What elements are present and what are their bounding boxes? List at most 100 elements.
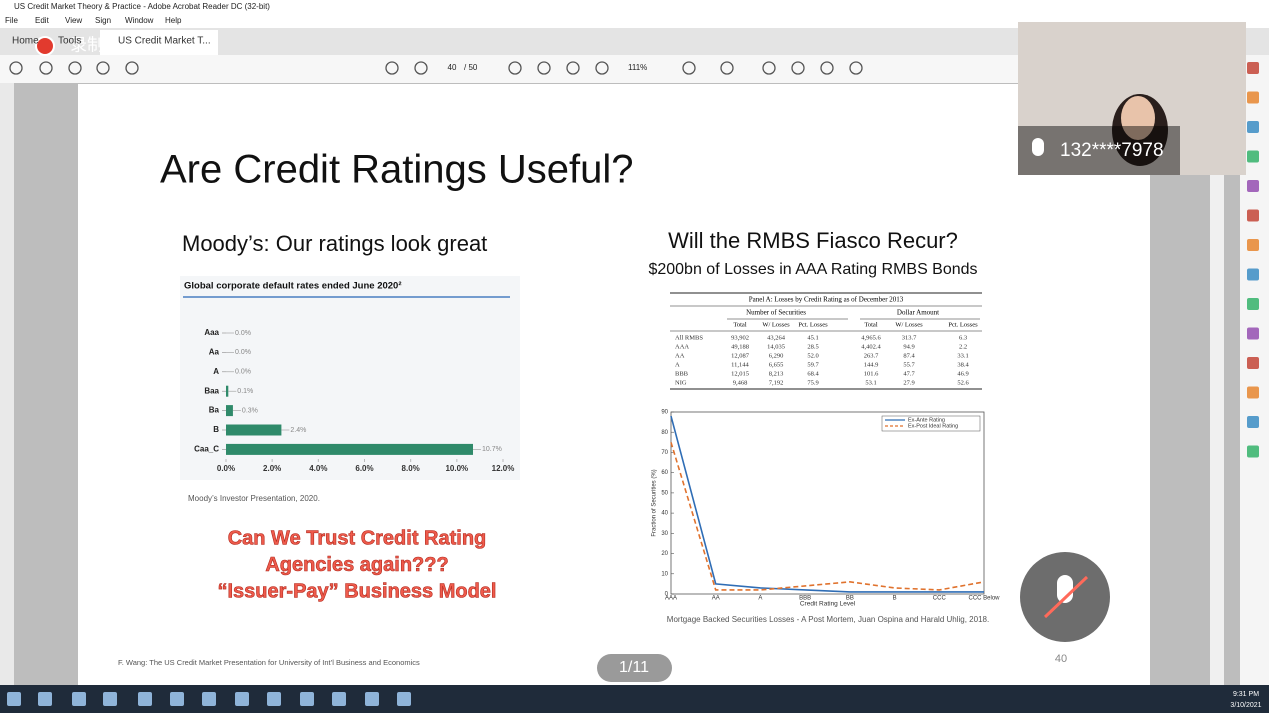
taskbar-icon[interactable] bbox=[235, 692, 249, 706]
sidebar-icon[interactable] bbox=[1247, 298, 1259, 310]
y-tick-label: 40 bbox=[661, 511, 668, 517]
table-cell: 75.9 bbox=[807, 379, 818, 386]
taskbar-icon[interactable] bbox=[332, 692, 346, 706]
toolbar-icon[interactable] bbox=[385, 61, 399, 75]
toolbar-icon[interactable] bbox=[125, 61, 139, 75]
taskbar-icon[interactable] bbox=[170, 692, 184, 706]
toolbar-icon[interactable] bbox=[820, 61, 834, 75]
menu-item[interactable]: File bbox=[5, 16, 18, 25]
slide-title: Are Credit Ratings Useful? bbox=[160, 148, 634, 192]
menu-item[interactable]: View bbox=[65, 16, 82, 25]
sidebar-icon[interactable] bbox=[1247, 416, 1259, 428]
callout-line: Agencies again??? bbox=[265, 554, 448, 576]
tab[interactable]: US Credit Market T... bbox=[118, 36, 211, 47]
sidebar-icon[interactable] bbox=[1247, 386, 1259, 399]
taskbar-icon[interactable] bbox=[103, 692, 117, 706]
taskbar-icon[interactable] bbox=[138, 692, 152, 706]
toolbar-icon[interactable] bbox=[762, 61, 776, 75]
table-cell: 4,402.4 bbox=[861, 343, 881, 350]
bar-category: Baa bbox=[204, 386, 219, 395]
table-column: Total bbox=[864, 321, 877, 328]
scrollbar[interactable] bbox=[1210, 83, 1224, 685]
toolbar-icon[interactable] bbox=[791, 61, 805, 75]
table-cell: 12,087 bbox=[731, 352, 750, 359]
x-tick-label: 2.0% bbox=[263, 464, 281, 473]
toolbar-icon[interactable] bbox=[96, 61, 110, 75]
table-cell: 263.7 bbox=[864, 352, 879, 359]
x-tick-label: 6.0% bbox=[355, 464, 373, 473]
sidebar-icon[interactable] bbox=[1247, 327, 1259, 340]
x-tick-label: AA bbox=[712, 596, 720, 602]
right-heading: Will the RMBS Fiasco Recur? bbox=[668, 228, 958, 253]
taskbar-icon[interactable] bbox=[202, 692, 216, 706]
toolbar-icon[interactable] bbox=[537, 61, 551, 75]
menu-item[interactable]: Sign bbox=[95, 16, 111, 25]
table-cell: 33.1 bbox=[957, 352, 968, 359]
taskbar-icon[interactable] bbox=[72, 692, 86, 706]
line-series bbox=[670, 442, 985, 591]
table-cell: All RMBS bbox=[675, 334, 703, 341]
table-cell: 38.4 bbox=[957, 361, 969, 368]
sidebar-icon[interactable] bbox=[1247, 150, 1259, 163]
taskbar-icon[interactable] bbox=[38, 692, 52, 706]
table-cell: 53.1 bbox=[865, 379, 876, 386]
sidebar-icon[interactable] bbox=[1247, 445, 1259, 458]
menu-item[interactable]: Window bbox=[125, 16, 154, 25]
tab[interactable]: Tools bbox=[58, 36, 81, 47]
record-dot bbox=[35, 36, 55, 56]
y-tick-label: 0 bbox=[665, 592, 669, 598]
y-tick-label: 50 bbox=[661, 490, 668, 496]
toolbar-icon[interactable] bbox=[682, 61, 696, 75]
table-cell: AA bbox=[675, 352, 685, 359]
toolbar-icon[interactable] bbox=[68, 61, 82, 75]
toolbar-icon[interactable] bbox=[720, 61, 734, 75]
x-tick-label: CCC Below bbox=[968, 596, 1000, 602]
zoom-level[interactable]: 111% bbox=[628, 63, 647, 72]
legend-label: Ex-Ante Rating bbox=[908, 417, 945, 423]
pager-pill[interactable] bbox=[597, 654, 672, 682]
toolbar-icon[interactable] bbox=[508, 61, 522, 75]
x-axis-label: Credit Rating Level bbox=[800, 601, 856, 608]
taskbar-icon[interactable] bbox=[7, 692, 21, 706]
table-cell: A bbox=[675, 361, 680, 368]
toolbar-icon[interactable] bbox=[9, 61, 23, 75]
table-cell: AAA bbox=[675, 343, 689, 350]
left-pane bbox=[0, 83, 14, 685]
table-cell: 28.5 bbox=[807, 343, 818, 350]
taskbar-icon[interactable] bbox=[267, 692, 281, 706]
taskbar-icon[interactable] bbox=[365, 692, 379, 706]
table-cell: 52.0 bbox=[807, 352, 818, 359]
toolbar-icon[interactable] bbox=[849, 61, 863, 75]
y-axis-label: Fraction of Securities (%) bbox=[652, 469, 658, 536]
tab[interactable]: Home bbox=[12, 36, 39, 47]
sidebar-icon[interactable] bbox=[1247, 91, 1259, 104]
sidebar-icon[interactable] bbox=[1247, 209, 1259, 222]
toolbar-icon[interactable] bbox=[39, 61, 53, 75]
line-chart-frame bbox=[670, 411, 985, 595]
menu-item[interactable]: Edit bbox=[35, 16, 50, 25]
bar-category: Aaa bbox=[204, 328, 219, 337]
active-tab[interactable] bbox=[100, 30, 218, 55]
menu-item[interactable]: Help bbox=[165, 16, 182, 25]
table-cell: 6,290 bbox=[769, 352, 784, 359]
toolbar-icon[interactable] bbox=[566, 61, 580, 75]
sidebar-icon[interactable] bbox=[1247, 180, 1259, 192]
right-source: Mortgage Backed Securities Losses - A Po… bbox=[667, 615, 989, 624]
sidebar-icon[interactable] bbox=[1247, 239, 1259, 251]
toolbar-icon[interactable] bbox=[414, 61, 428, 75]
sidebar-icon[interactable] bbox=[1247, 62, 1259, 74]
sidebar-icon[interactable] bbox=[1247, 357, 1259, 369]
table-column: W/ Losses bbox=[895, 321, 923, 328]
sidebar-icon[interactable] bbox=[1247, 121, 1259, 133]
caller-id: 132****7978 bbox=[1060, 140, 1164, 161]
taskbar-icon[interactable] bbox=[397, 692, 411, 706]
table-cell: 6.3 bbox=[959, 334, 967, 341]
page-input[interactable]: 40 bbox=[448, 63, 457, 72]
bar-value-label: 0.0% bbox=[235, 349, 251, 356]
sidebar-icon[interactable] bbox=[1247, 268, 1259, 281]
taskbar-icon[interactable] bbox=[300, 692, 314, 706]
table-cell: 52.6 bbox=[957, 379, 969, 386]
toolbar-icon[interactable] bbox=[595, 61, 609, 75]
mute-slash bbox=[1043, 575, 1089, 619]
